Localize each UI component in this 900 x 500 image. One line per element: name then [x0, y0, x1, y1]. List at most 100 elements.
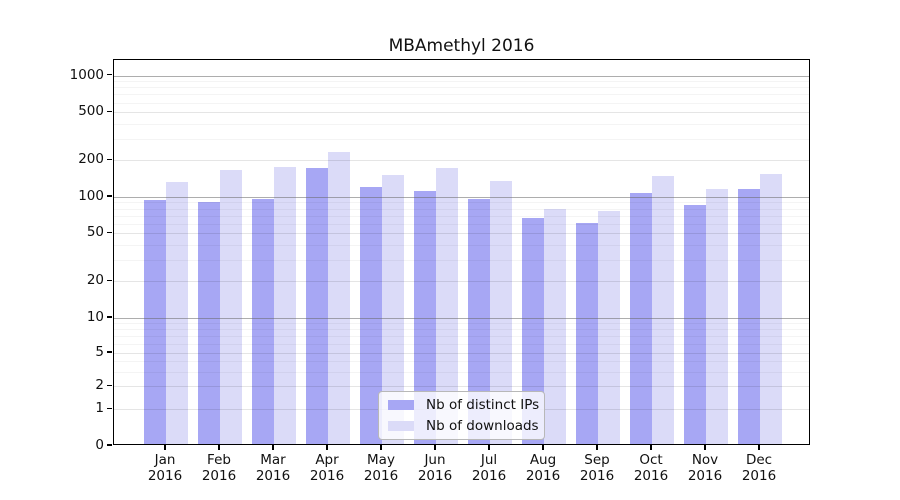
gridline-90 [114, 202, 809, 204]
bar-nb-of-downloads-mar-2016 [274, 166, 296, 444]
x-tick-label-jun-2016: Jun 2016 [417, 452, 453, 484]
gridline-300 [114, 139, 809, 141]
gridline-20 [114, 281, 809, 283]
bar-nb-of-distinct-ips-aug-2016 [522, 217, 544, 444]
gridline-5 [114, 352, 809, 354]
bar-nb-of-distinct-ips-nov-2016 [684, 204, 706, 444]
y-tick-mark-1 [107, 407, 112, 410]
bar-nb-of-distinct-ips-mar-2016 [252, 199, 274, 444]
gridline-70 [114, 215, 809, 217]
y-tick-mark-100 [107, 195, 112, 197]
bar-nb-of-distinct-ips-jun-2016 [414, 190, 436, 444]
y-tick-label-1: 1 [95, 400, 104, 417]
gridline-200 [114, 160, 809, 162]
x-tick-label-jan-2016: Jan 2016 [147, 452, 183, 484]
legend-row-distinct-ips: Nb of distinct IPs [388, 396, 539, 414]
x-tick-mark-jan-2016 [164, 445, 166, 450]
gridline-700 [114, 94, 809, 96]
x-tick-label-oct-2016: Oct 2016 [633, 452, 669, 484]
gridline-900 [114, 81, 809, 83]
x-tick-mark-apr-2016 [326, 445, 328, 450]
x-tick-label-nov-2016: Nov 2016 [687, 452, 723, 484]
y-tick-label-1000: 1000 [69, 66, 104, 83]
gridline-2 [114, 386, 809, 388]
gridline-4 [114, 361, 809, 363]
gridline-6 [114, 343, 809, 345]
legend-row-downloads: Nb of downloads [388, 417, 539, 435]
bar-nb-of-downloads-jun-2016 [436, 167, 458, 444]
bar-nb-of-downloads-oct-2016 [652, 176, 674, 444]
bar-nb-of-distinct-ips-jan-2016 [144, 199, 166, 444]
y-tick-mark-5 [107, 351, 112, 353]
x-tick-mark-may-2016 [380, 445, 382, 450]
y-tick-mark-20 [107, 279, 112, 282]
y-tick-mark-500 [107, 110, 112, 112]
legend-swatch-downloads [388, 421, 414, 431]
bar-nb-of-distinct-ips-jul-2016 [468, 198, 490, 444]
bar-nb-of-downloads-apr-2016 [328, 152, 350, 444]
bar-nb-of-distinct-ips-apr-2016 [306, 168, 328, 444]
gridline-100 [114, 196, 809, 199]
y-tick-mark-0 [107, 444, 112, 446]
gridline-7 [114, 336, 809, 337]
x-tick-mark-oct-2016 [650, 445, 652, 450]
bar-nb-of-downloads-may-2016 [382, 174, 404, 444]
gridline-30 [114, 260, 809, 262]
x-tick-mark-nov-2016 [704, 445, 706, 450]
x-tick-mark-feb-2016 [218, 445, 220, 450]
x-tick-mark-aug-2016 [542, 445, 544, 450]
y-tick-mark-10 [107, 316, 112, 318]
y-tick-label-50: 50 [86, 224, 104, 241]
y-tick-label-0: 0 [95, 437, 104, 453]
x-tick-mark-jun-2016 [434, 445, 436, 450]
y-tick-label-2: 2 [95, 377, 104, 394]
bar-nb-of-downloads-dec-2016 [760, 174, 782, 444]
gridline-8 [114, 329, 809, 331]
plot-area [113, 59, 810, 445]
x-tick-label-may-2016: May 2016 [363, 452, 399, 484]
x-tick-mark-dec-2016 [758, 445, 760, 450]
y-tick-label-500: 500 [78, 103, 104, 120]
bar-nb-of-distinct-ips-may-2016 [360, 187, 382, 444]
gridline-400 [114, 123, 809, 125]
bar-nb-of-downloads-jan-2016 [166, 181, 188, 444]
gridline-3 [114, 371, 809, 373]
gridline-500 [114, 112, 809, 114]
gridline-600 [114, 102, 809, 104]
x-tick-mark-jul-2016 [488, 445, 490, 450]
x-tick-label-dec-2016: Dec 2016 [741, 452, 777, 484]
y-tick-label-10: 10 [86, 309, 104, 326]
x-tick-label-aug-2016: Aug 2016 [525, 452, 561, 484]
x-tick-label-feb-2016: Feb 2016 [201, 452, 237, 484]
gridline-10 [114, 318, 809, 320]
bar-nb-of-distinct-ips-dec-2016 [738, 188, 760, 444]
x-tick-label-apr-2016: Apr 2016 [309, 452, 345, 484]
x-tick-label-mar-2016: Mar 2016 [255, 452, 291, 484]
legend-label-distinct-ips: Nb of distinct IPs [426, 397, 540, 413]
y-tick-label-100: 100 [78, 187, 104, 204]
y-tick-label-5: 5 [95, 343, 104, 360]
gridline-800 [114, 87, 809, 89]
gridline-50 [114, 233, 809, 235]
y-tick-mark-1000 [107, 73, 112, 76]
bar-nb-of-downloads-aug-2016 [544, 209, 566, 444]
y-tick-mark-2 [107, 384, 112, 387]
bar-nb-of-distinct-ips-feb-2016 [198, 202, 220, 444]
x-tick-mark-mar-2016 [272, 445, 274, 450]
gridline-1000 [114, 75, 809, 77]
legend-swatch-distinct-ips [388, 400, 414, 410]
gridline-9 [114, 323, 809, 325]
legend-label-downloads: Nb of downloads [426, 418, 539, 434]
bar-nb-of-downloads-sep-2016 [598, 210, 620, 444]
gridline-80 [114, 208, 809, 210]
gridline-60 [114, 223, 809, 225]
y-tick-label-200: 200 [78, 151, 104, 168]
bar-nb-of-downloads-jul-2016 [490, 181, 512, 444]
chart-title: MBAmethyl 2016 [388, 36, 535, 56]
x-tick-label-jul-2016: Jul 2016 [471, 452, 507, 484]
x-tick-mark-sep-2016 [596, 445, 598, 450]
bar-nb-of-distinct-ips-sep-2016 [576, 222, 598, 444]
bar-nb-of-downloads-feb-2016 [220, 170, 242, 444]
x-tick-label-sep-2016: Sep 2016 [579, 452, 615, 484]
